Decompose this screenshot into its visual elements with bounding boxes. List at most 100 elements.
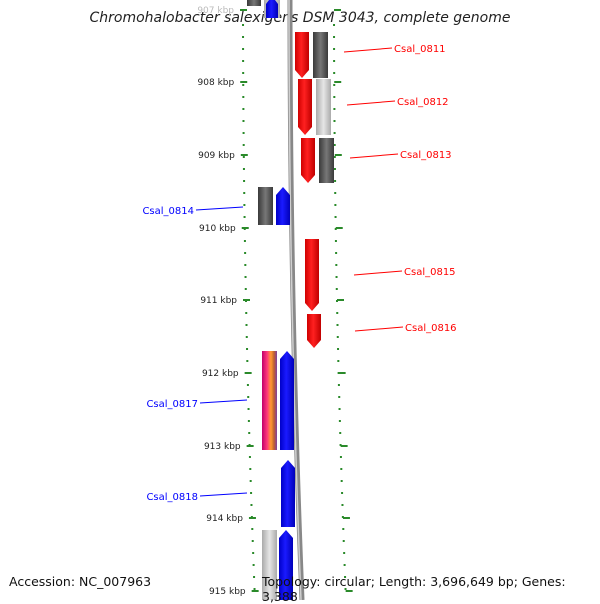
gene-label-leader: [346, 100, 396, 106]
gene-arrow-forward[interactable]: [305, 239, 319, 311]
gene-arrow-reverse[interactable]: [276, 187, 290, 225]
ruler-tick-outer: [337, 384, 340, 386]
ruler-tick-outer: [339, 444, 342, 446]
ruler-tick-outer: [336, 324, 339, 326]
ruler-tick-outer: [334, 240, 337, 242]
ruler-tick-inner: [245, 324, 248, 326]
gene-arrow-forward[interactable]: [307, 314, 321, 348]
ruler-tick-inner: [247, 396, 250, 398]
ruler-major-tick-inner: [240, 81, 248, 83]
ruler-major-tick-outer: [342, 517, 350, 519]
gene-arrow-forward[interactable]: [298, 79, 312, 135]
ruler-tick-inner: [242, 96, 245, 98]
genome-backbone: [287, 0, 305, 600]
ruler-tick-outer: [333, 108, 336, 110]
ruler-tick-inner: [252, 552, 255, 554]
gene-arrow-reverse[interactable]: [280, 351, 294, 450]
gene-label[interactable]: Csal_0816: [405, 323, 457, 334]
ruler-tick-inner: [251, 528, 254, 530]
ruler-tick-inner: [242, 84, 245, 86]
accession-text: Accession: NC_007963: [9, 574, 152, 589]
gene-label[interactable]: Csal_0812: [397, 97, 449, 108]
ruler-tick-inner: [242, 24, 245, 26]
gene-label[interactable]: Csal_0815: [404, 267, 456, 278]
ruler-major-tick-inner: [241, 227, 249, 229]
ruler-tick-inner: [242, 132, 245, 134]
similarity-block: [258, 187, 273, 225]
ruler-tick-inner: [250, 492, 253, 494]
scale-label: 909 kbp: [198, 151, 235, 161]
ruler-tick-inner: [244, 252, 247, 254]
ruler-tick-outer: [344, 588, 347, 590]
ruler-tick-outer: [333, 84, 336, 86]
ruler-tick-outer: [333, 24, 336, 26]
ruler-tick-inner: [247, 408, 250, 410]
ruler-tick-outer: [339, 432, 342, 434]
ruler-tick-inner: [247, 420, 250, 422]
ruler-tick-outer: [335, 288, 338, 290]
scale-label: 913 kbp: [204, 442, 241, 452]
ruler-tick-outer: [334, 216, 337, 218]
gene-label[interactable]: Csal_0813: [400, 150, 452, 161]
ruler-major-tick-outer: [334, 154, 342, 156]
ruler-tick-inner: [242, 156, 245, 158]
gene-label[interactable]: Csal_0817: [146, 399, 198, 410]
ruler-tick-outer: [338, 420, 341, 422]
similarity-block: [262, 351, 277, 450]
ruler-tick-inner: [242, 108, 245, 110]
ruler-tick-inner: [251, 540, 254, 542]
ruler-tick-inner: [246, 348, 249, 350]
ruler-tick-inner: [243, 204, 246, 206]
scale-label: 912 kbp: [202, 369, 239, 379]
ruler-tick-outer: [333, 48, 336, 50]
ruler-tick-outer: [333, 120, 336, 122]
ruler-major-tick-inner: [244, 372, 252, 374]
ruler-tick-outer: [333, 144, 336, 146]
gene-label[interactable]: Csal_0818: [146, 492, 198, 503]
ruler-tick-inner: [253, 576, 256, 578]
ruler-tick-inner: [242, 168, 245, 170]
ruler-tick-outer: [333, 60, 336, 62]
ruler-tick-outer: [333, 156, 336, 158]
scale-label: 914 kbp: [206, 514, 243, 524]
ruler-tick-outer: [339, 456, 342, 458]
ruler-tick-outer: [333, 36, 336, 38]
ruler-tick-inner: [250, 504, 253, 506]
gene-label-leader: [353, 270, 403, 276]
ruler-tick-inner: [245, 336, 248, 338]
ruler-tick-outer: [343, 564, 346, 566]
map-title: Chromohalobacter salexigens DSM 3043, co…: [89, 10, 511, 26]
gene-arrow-reverse[interactable]: [281, 460, 295, 527]
ruler-tick-inner: [243, 216, 246, 218]
scale-label: 911 kbp: [200, 296, 237, 306]
ruler-tick-outer: [335, 276, 338, 278]
ruler-tick-outer: [334, 204, 337, 206]
ruler-tick-outer: [338, 408, 341, 410]
ruler-major-tick-outer: [338, 372, 346, 374]
gene-arrow-reverse[interactable]: [266, 0, 278, 18]
ruler-major-tick-outer: [340, 445, 348, 447]
gene-label[interactable]: Csal_0814: [142, 206, 194, 217]
ruler-tick-outer: [333, 96, 336, 98]
gene-arrow-forward[interactable]: [295, 32, 309, 78]
gene-arrow-reverse[interactable]: [279, 530, 293, 600]
ruler-major-tick-inner: [248, 517, 256, 519]
ruler-tick-inner: [244, 276, 247, 278]
ruler-major-tick-inner: [243, 299, 250, 301]
ruler-tick-inner: [242, 36, 245, 38]
similarity-block: [313, 32, 328, 78]
gene-label-leader: [343, 47, 393, 53]
gene-label-leader: [349, 153, 399, 159]
similarity-block: [247, 0, 261, 6]
ruler-major-tick-inner: [246, 445, 254, 447]
ruler-tick-outer: [342, 540, 345, 542]
gene-label-leader: [195, 206, 244, 211]
ruler-tick-inner: [244, 264, 247, 266]
gene-arrow-forward[interactable]: [301, 138, 315, 183]
ruler-major-tick-inner: [240, 9, 248, 11]
ruler-tick-outer: [334, 192, 337, 194]
ruler-tick-outer: [344, 576, 347, 578]
gene-label[interactable]: Csal_0811: [394, 44, 446, 55]
scale-label: 910 kbp: [199, 224, 236, 234]
